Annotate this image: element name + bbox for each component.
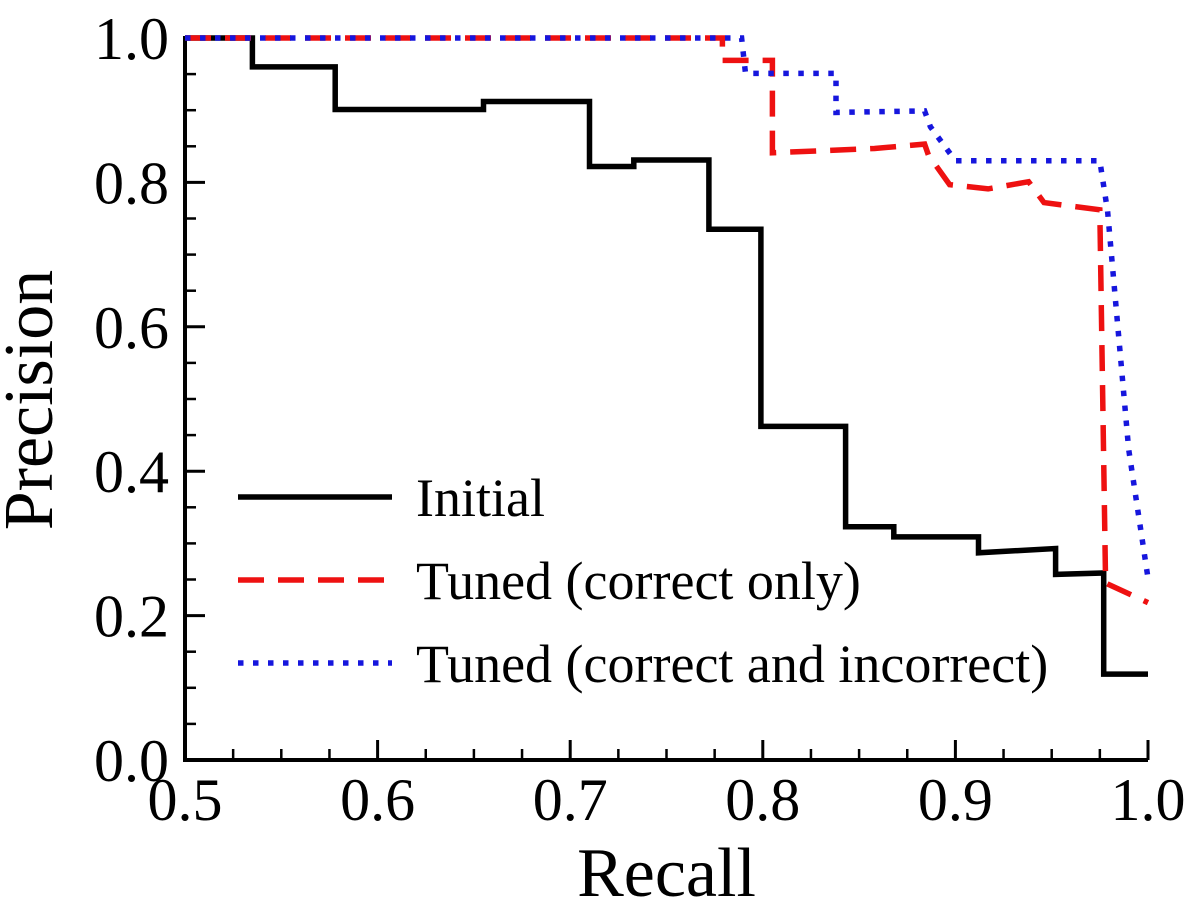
x-tick-label: 1.0 (1111, 767, 1186, 833)
series-tuned-correct-only-line (185, 35, 1150, 606)
x-tick-label: 0.5 (148, 767, 223, 833)
series-tuned-correct-and-incorrect-line (185, 35, 1151, 579)
series-initial-line (185, 35, 1148, 677)
y-tick-label: 0.6 (94, 295, 169, 361)
x-axis-label: Recall (577, 835, 756, 912)
legend-item-tuned-correct-only: Tuned (correct only) (238, 551, 861, 611)
y-tick-label: 1.0 (94, 6, 169, 72)
y-tick-label: 0.0 (94, 728, 169, 794)
legend-label-tuned-correct-and-incorrect: Tuned (correct and incorrect) (416, 634, 1048, 694)
y-tick-label: 0.2 (94, 584, 169, 650)
x-tick-label: 0.9 (918, 767, 993, 833)
x-tick-label: 0.6 (340, 767, 415, 833)
y-axis-label: Precision (0, 270, 68, 531)
x-tick-label: 0.8 (725, 767, 800, 833)
y-tick-label: 0.8 (94, 150, 169, 216)
legend-item-initial: Initial (238, 468, 545, 528)
legend-label-initial: Initial (416, 468, 545, 528)
legend-item-tuned-correct-and-incorrect: Tuned (correct and incorrect) (238, 634, 1048, 694)
legend-label-tuned-correct-only: Tuned (correct only) (416, 551, 861, 611)
y-tick-label: 0.4 (94, 439, 169, 505)
x-tick-label: 0.7 (533, 767, 608, 833)
